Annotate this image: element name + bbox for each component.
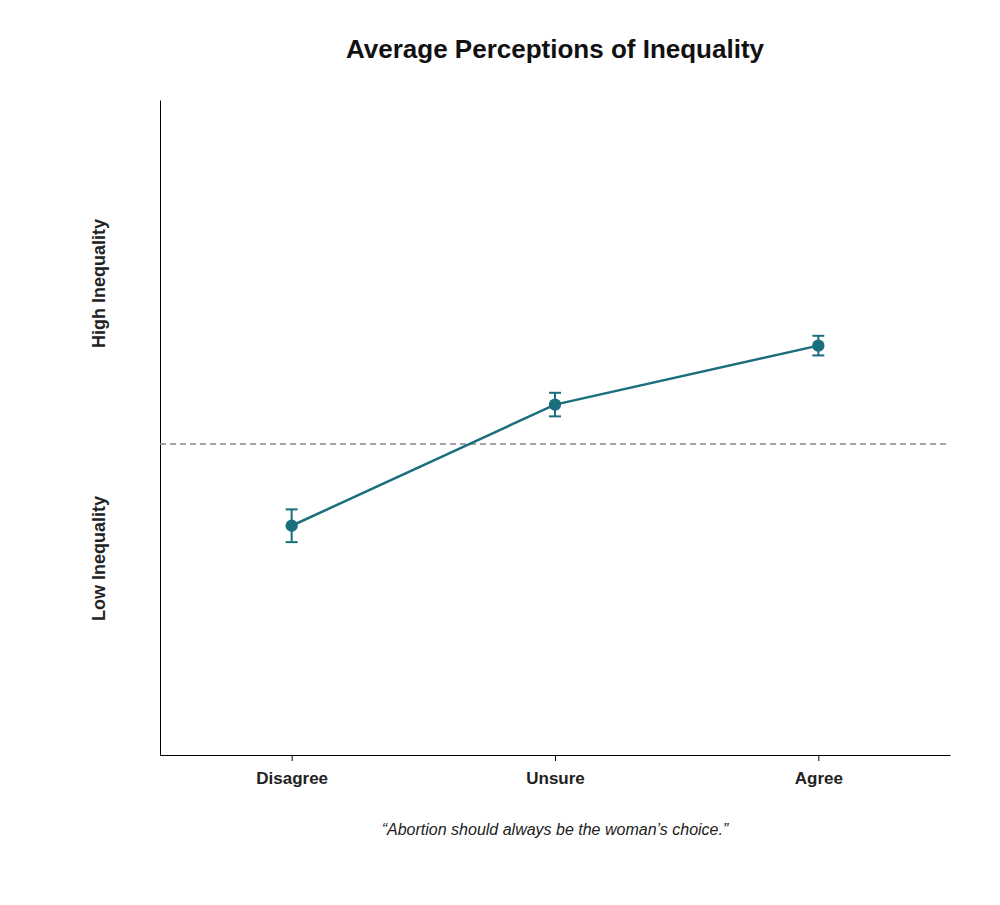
tick-label: Agree xyxy=(795,769,843,788)
error-bar xyxy=(286,509,298,542)
y-axis-annotation: High Inequality xyxy=(89,219,109,348)
tick-mark xyxy=(292,755,293,761)
error-bars xyxy=(286,336,825,542)
tick-mark xyxy=(818,755,819,761)
error-bar-cap xyxy=(812,354,824,356)
chart: Disagree Unsure Agree Average Perceptions o… xyxy=(0,0,1000,905)
x-axis: Disagree Unsure Agree xyxy=(161,755,951,788)
point xyxy=(285,520,297,532)
error-bar-cap xyxy=(549,415,561,417)
marks xyxy=(160,336,950,542)
plot: Disagree Unsure Agree xyxy=(160,101,951,789)
tick-label: Disagree xyxy=(256,769,328,788)
point xyxy=(549,398,561,410)
error-bar xyxy=(549,393,561,417)
error-bar-cap xyxy=(812,335,824,337)
tick: Disagree xyxy=(256,755,328,788)
y-axis-annotation: Low Inequality xyxy=(89,496,109,621)
points xyxy=(285,339,824,531)
title: Average Perceptions of Inequality xyxy=(346,34,765,64)
tick-mark xyxy=(555,755,556,761)
tick: Agree xyxy=(795,755,843,788)
axis-line xyxy=(160,101,161,756)
tick-label: Unsure xyxy=(526,769,585,788)
error-bar-cap xyxy=(286,541,298,543)
error-bar-cap xyxy=(286,508,298,510)
error-bar xyxy=(812,336,824,356)
line xyxy=(292,346,819,526)
point xyxy=(812,339,824,351)
reference-line xyxy=(160,443,950,445)
x-axis-title: “Abortion should always be the woman’s c… xyxy=(382,821,729,838)
tick: Unsure xyxy=(526,755,585,788)
error-bar-cap xyxy=(549,392,561,394)
y-axis xyxy=(160,101,161,756)
